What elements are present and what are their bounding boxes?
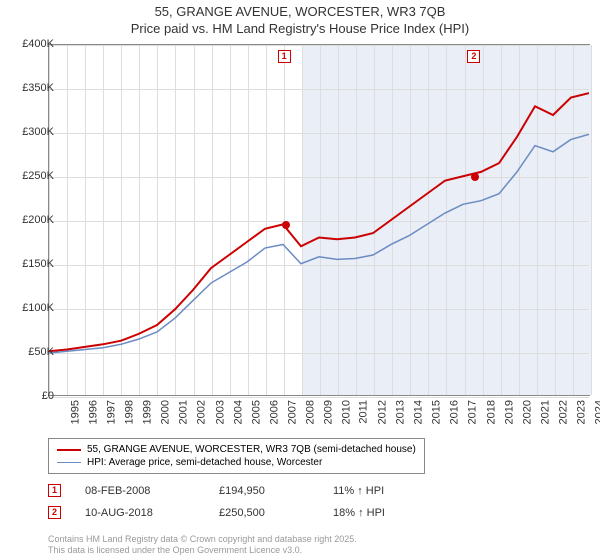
- legend-swatch: [57, 449, 81, 451]
- x-tick-label: 2006: [268, 400, 280, 424]
- x-tick-label: 2021: [539, 400, 551, 424]
- footer: Contains HM Land Registry data © Crown c…: [48, 534, 357, 556]
- series-line: [49, 93, 589, 351]
- title-block: 55, GRANGE AVENUE, WORCESTER, WR3 7QB Pr…: [0, 0, 600, 38]
- x-tick-label: 2009: [322, 400, 334, 424]
- title-line2: Price paid vs. HM Land Registry's House …: [0, 21, 600, 38]
- legend-item: HPI: Average price, semi-detached house,…: [57, 456, 416, 469]
- footer-line1: Contains HM Land Registry data © Crown c…: [48, 534, 357, 545]
- sale-row-marker: 1: [48, 484, 61, 497]
- x-tick-label: 2005: [250, 400, 262, 424]
- legend-item: 55, GRANGE AVENUE, WORCESTER, WR3 7QB (s…: [57, 443, 416, 456]
- x-tick-label: 2022: [557, 400, 569, 424]
- title-line1: 55, GRANGE AVENUE, WORCESTER, WR3 7QB: [0, 4, 600, 21]
- sale-price: £250,500: [219, 507, 309, 519]
- x-tick-label: 2007: [286, 400, 298, 424]
- x-tick-label: 2012: [377, 400, 389, 424]
- sale-date: 10-AUG-2018: [85, 507, 195, 519]
- sale-delta: 11% ↑ HPI: [333, 485, 384, 497]
- y-tick-label: £350K: [8, 82, 54, 94]
- sale-delta: 18% ↑ HPI: [333, 507, 385, 519]
- x-tick-label: 1995: [69, 400, 81, 424]
- x-tick-label: 2001: [178, 400, 190, 424]
- x-tick-label: 2010: [340, 400, 352, 424]
- x-tick-label: 2023: [575, 400, 587, 424]
- sale-row: 2 10-AUG-2018 £250,500 18% ↑ HPI: [48, 506, 385, 519]
- legend: 55, GRANGE AVENUE, WORCESTER, WR3 7QB (s…: [48, 438, 425, 474]
- chart-plot-area: [48, 44, 590, 396]
- x-tick-label: 2002: [196, 400, 208, 424]
- legend-swatch: [57, 462, 81, 464]
- sale-marker-flag: 2: [467, 50, 480, 63]
- y-tick-label: £400K: [8, 38, 54, 50]
- x-tick-label: 2015: [431, 400, 443, 424]
- x-tick-label: 2003: [214, 400, 226, 424]
- x-tick-label: 2011: [358, 400, 370, 424]
- sale-date: 08-FEB-2008: [85, 485, 195, 497]
- sale-row: 1 08-FEB-2008 £194,950 11% ↑ HPI: [48, 484, 384, 497]
- x-tick-label: 2013: [395, 400, 407, 424]
- sale-price: £194,950: [219, 485, 309, 497]
- x-tick-label: 2004: [232, 400, 244, 424]
- x-tick-label: 1998: [124, 400, 136, 424]
- x-tick-label: 2017: [467, 400, 479, 424]
- series-line: [49, 134, 589, 353]
- x-tick-label: 2016: [449, 400, 461, 424]
- y-tick-label: £150K: [8, 258, 54, 270]
- legend-label: HPI: Average price, semi-detached house,…: [87, 457, 322, 468]
- sale-row-marker: 2: [48, 506, 61, 519]
- y-tick-label: £300K: [8, 126, 54, 138]
- sale-marker-flag: 1: [278, 50, 291, 63]
- x-tick-label: 1997: [106, 400, 118, 424]
- chart-container: 55, GRANGE AVENUE, WORCESTER, WR3 7QB Pr…: [0, 0, 600, 560]
- y-tick-label: £250K: [8, 170, 54, 182]
- x-tick-label: 2000: [160, 400, 172, 424]
- y-tick-label: £50K: [8, 346, 54, 358]
- x-tick-label: 2018: [485, 400, 497, 424]
- x-tick-label: 2008: [304, 400, 316, 424]
- x-tick-label: 2014: [413, 400, 425, 424]
- x-tick-label: 2020: [521, 400, 533, 424]
- legend-label: 55, GRANGE AVENUE, WORCESTER, WR3 7QB (s…: [87, 444, 416, 455]
- footer-line2: This data is licensed under the Open Gov…: [48, 545, 357, 556]
- y-tick-label: £0: [8, 390, 54, 402]
- sale-point: [282, 221, 290, 229]
- sale-point: [471, 173, 479, 181]
- x-tick-label: 1999: [142, 400, 154, 424]
- x-tick-label: 1996: [88, 400, 100, 424]
- x-tick-label: 2024: [593, 400, 600, 424]
- y-tick-label: £200K: [8, 214, 54, 226]
- y-tick-label: £100K: [8, 302, 54, 314]
- x-tick-label: 2019: [503, 400, 515, 424]
